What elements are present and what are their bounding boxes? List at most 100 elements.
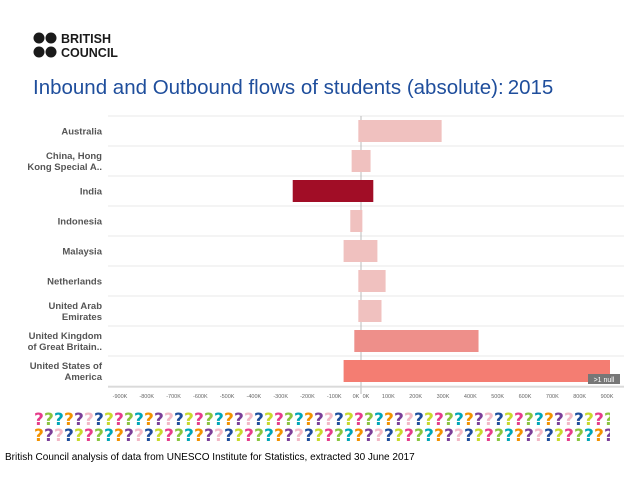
ribbon-glyph: ? [324,410,334,430]
ribbon-glyph: ? [404,426,414,444]
ribbon-glyph: ? [154,410,164,430]
ribbon-glyph: ? [564,426,574,444]
ribbon-glyph: ? [304,410,314,430]
ribbon-glyph: ? [484,410,494,430]
ribbon-glyph: ? [414,426,424,444]
ribbon-glyph: ? [544,426,554,444]
ribbon-glyph: ? [194,410,204,430]
ribbon-glyph: ? [464,426,474,444]
ribbon-glyph: ? [224,426,234,444]
x-axis: -900K -800K -700K -600K -500K -400K -300K -200K… [108,386,624,400]
ribbon-glyph: ? [154,426,164,444]
ribbon-glyph: ? [344,426,354,444]
ribbon-glyph: ? [604,426,610,444]
x-tick-label: 500K [491,394,504,400]
ribbon-glyph: ? [384,426,394,444]
bar-inbound [361,180,374,202]
category-label: Indonesia [58,217,103,228]
ribbon-glyph: ? [314,410,324,430]
bar-outbound [358,300,361,322]
ribbon-glyph: ? [454,410,464,430]
category-label: China, Hong Kong Special A.. [27,151,102,173]
bar-outbound [351,150,361,172]
x-tick-label: -400K [247,394,262,400]
ribbon-glyph: ? [144,426,154,444]
ribbon-glyph: ? [414,410,424,430]
ribbon-glyph: ? [284,410,294,430]
ribbon-glyph: ? [294,410,304,430]
bar-inbound [361,330,479,352]
ribbon-glyph: ? [314,426,324,444]
ribbon-glyph: ? [64,410,74,430]
ribbon-glyph: ? [444,426,454,444]
ribbon-glyph: ? [34,426,44,444]
ribbon-glyph: ? [344,410,354,430]
ribbon-glyph: ? [324,426,334,444]
ribbon-glyph: ? [254,410,264,430]
ribbon-glyph: ? [84,426,94,444]
bar-outbound [343,240,361,262]
x-tick-label: -100K [327,394,342,400]
ribbon-glyph: ? [374,410,384,430]
ribbon-glyph: ? [104,410,114,430]
bar-outbound [354,330,361,352]
ribbon-glyph: ? [364,410,374,430]
bar-outbound [358,270,361,292]
ribbon-glyph: ? [334,410,344,430]
ribbon-glyph: ? [574,410,584,430]
ribbon-glyph: ? [184,410,194,430]
x-tick-label: 200K [409,394,422,400]
source-note: British Council analysis of data from UN… [5,452,415,463]
null-badge [588,374,620,384]
ribbon-glyph: ? [264,426,274,444]
ribbon-glyph: ? [134,426,144,444]
ribbon-glyph: ? [364,426,374,444]
x-tick-label: 700K [546,394,559,400]
ribbon-glyph: ? [594,410,604,430]
ribbon-glyph: ? [204,426,214,444]
bar-inbound [361,150,371,172]
ribbon-glyph: ? [134,410,144,430]
category-label: Australia [61,127,102,138]
ribbon-glyph: ? [524,426,534,444]
bar-outbound [292,180,361,202]
ribbon-glyph: ? [334,426,344,444]
x-tick-label: -200K [300,394,315,400]
ribbon-glyph: ? [474,410,484,430]
ribbon-glyph: ? [444,410,454,430]
ribbon-glyph: ? [374,426,384,444]
british-council-logo: BRITISH COUNCIL [33,32,118,60]
ribbon-glyph: ? [244,410,254,430]
logo-line2: COUNCIL [61,46,118,60]
title-separator: : [497,76,504,99]
x-tick-label: 0K [353,394,360,400]
ribbon-glyph: ? [504,426,514,444]
x-tick-label: 300K [437,394,450,400]
x-tick-label: 100K [382,394,395,400]
bar-inbound [361,360,610,382]
x-tick-label: 800K [573,394,586,400]
bar-outbound [350,210,361,232]
bar-inbound [361,120,442,142]
ribbon-glyph: ? [544,410,554,430]
ribbon-glyph: ? [224,410,234,430]
ribbon-glyph: ? [54,410,64,430]
ribbon-glyph: ? [294,426,304,444]
category-label: United States of America [30,361,103,383]
ribbon-glyph: ? [394,410,404,430]
category-label: United Kingdom of Great Britain.. [28,331,102,353]
ribbon-glyph: ? [284,426,294,444]
ribbon-glyph: ? [164,410,174,430]
ribbon-glyph: ? [594,426,604,444]
x-tick-label: 900K [601,394,614,400]
ribbon-glyph: ? [184,426,194,444]
ribbon-glyph: ? [164,426,174,444]
category-label: United Arab Emirates [49,301,103,323]
x-tick-label: 600K [519,394,532,400]
logo-line1: BRITISH [61,32,111,46]
ribbon-glyph: ? [34,410,44,430]
ribbon-glyph: ? [274,426,284,444]
ribbon-glyph: ? [454,426,464,444]
ribbon-glyph: ? [384,410,394,430]
ribbon-glyph: ? [584,426,594,444]
